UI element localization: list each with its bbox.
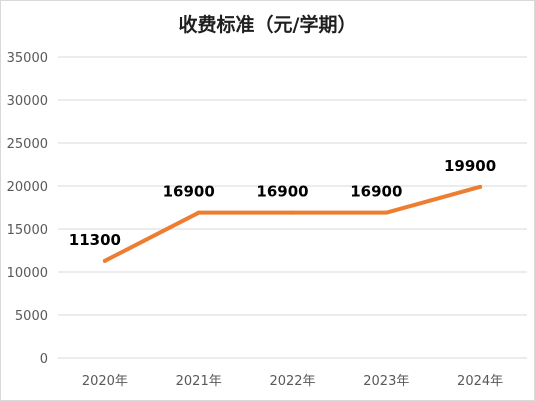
data-point [196,210,201,215]
x-tick-label: 2024年 [457,374,503,389]
data-point [384,210,389,215]
y-tick-label: 10000 [7,266,48,281]
data-label: 16900 [350,183,402,201]
chart-title: 收费标准（元/学期） [178,14,357,36]
x-tick-label: 2023年 [363,374,409,389]
data-point [478,184,483,189]
y-tick-label: 35000 [7,51,48,66]
y-tick-label: 0 [40,352,48,367]
x-tick-label: 2022年 [269,374,315,389]
y-tick-label: 5000 [15,309,48,324]
data-label: 16900 [163,183,215,201]
data-point [102,258,107,263]
y-tick-label: 20000 [7,180,48,195]
x-tick-label: 2020年 [82,374,128,389]
gridlines [58,56,527,359]
series-layer [102,184,483,263]
data-label: 11300 [69,231,121,249]
x-axis: 2020年 2021年 2022年 2023年 2024年 [82,374,503,389]
y-tick-label: 15000 [7,223,48,238]
data-labels: 11300 16900 16900 16900 19900 [69,157,496,249]
y-tick-label: 30000 [7,94,48,109]
y-tick-label: 25000 [7,137,48,152]
data-label: 19900 [444,157,496,175]
data-point [290,210,295,215]
x-tick-label: 2021年 [176,374,222,389]
data-label: 16900 [256,183,308,201]
y-axis: 0 5000 10000 15000 20000 25000 30000 35000 [7,51,48,367]
